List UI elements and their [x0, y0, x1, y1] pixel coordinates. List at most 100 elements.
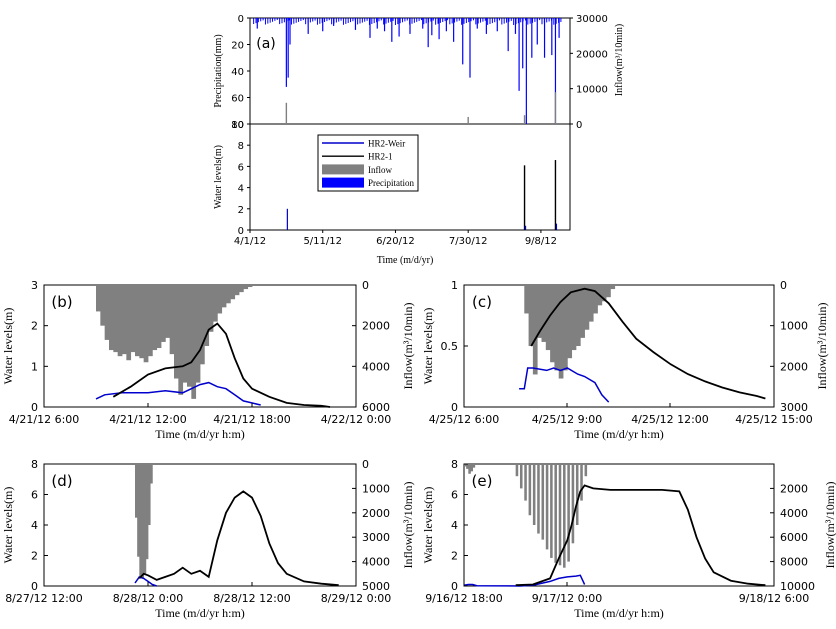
x-axis-title: Time (m/d/yr h:m) — [574, 606, 664, 620]
y-tick-label: 2 — [31, 320, 38, 333]
inflow-bar — [541, 285, 547, 342]
chart-e-frame — [463, 463, 775, 587]
inflow-bar — [528, 464, 532, 516]
hr2-weir-line — [519, 367, 610, 403]
y-tick-label: 4 — [451, 519, 458, 532]
y2-tick-label: 6000 — [780, 531, 808, 544]
inflow-bar — [104, 285, 110, 340]
inflow-bar — [584, 285, 590, 330]
x-tick-label: 9/18/12 6:00 — [739, 592, 810, 605]
x-tick-label: 9/17/12 0:00 — [532, 592, 603, 605]
inflow-bar — [528, 285, 534, 346]
chart-e: 0 2 4 6 8 2000 4000 6000 8000 10000 9/16/12 18:00 9… — [421, 458, 836, 620]
inflow-bar — [567, 464, 570, 562]
inflow-bar — [563, 285, 568, 371]
inflow-bar — [208, 285, 214, 332]
x-tick-label: 5/11/12 — [303, 236, 342, 247]
y-axis-title: Water levels(m) — [1, 308, 15, 385]
hr2-1-line — [515, 484, 766, 587]
inflow-bar — [130, 285, 136, 353]
y-tick-label: 2 — [451, 550, 458, 563]
inflow-bar — [532, 464, 536, 525]
level-tick-label: 0 — [238, 226, 244, 237]
y2-tick-label: 8000 — [780, 556, 808, 569]
chart-d: 0 2 4 6 8 0 1000 2000 3000 4000 5000 8/27/12 12:00 8… — [1, 458, 415, 620]
inflow-bar — [156, 285, 162, 349]
y-tick-label: 0 — [451, 580, 458, 593]
inflow-bar — [601, 285, 607, 302]
y-tick-label: 4 — [31, 519, 38, 532]
inflow-bar — [524, 464, 527, 501]
inflow-bar — [545, 464, 549, 550]
level-axis-title-a: Water levels(m) — [213, 145, 224, 209]
inflow-tick-label: 30000 — [576, 14, 608, 25]
inflow-bar — [161, 285, 166, 342]
inflow-bar — [137, 464, 140, 557]
hr2-1-line — [530, 287, 766, 400]
inflow-bar — [239, 285, 244, 293]
inflow-bar — [515, 464, 519, 477]
inflow-bar — [141, 464, 145, 579]
level-tick-label: 8 — [238, 141, 244, 152]
level-tick-label: 2 — [238, 205, 244, 216]
inflow-bar — [204, 285, 210, 346]
inflow-bar — [554, 285, 560, 371]
x-axis-title-a: Time (m/d/yr) — [377, 255, 434, 266]
inflow-bar — [226, 285, 231, 304]
y2-tick-label: 3000 — [780, 401, 808, 414]
y2-tick-label: 0 — [780, 279, 787, 292]
inflow-bar — [174, 285, 179, 379]
x-tick-label: 4/1/12 — [234, 236, 266, 247]
inflow-bar — [234, 285, 240, 296]
inflow-bar — [148, 464, 151, 525]
inflow-bar — [519, 464, 523, 489]
y2-tick-label: 5000 — [362, 580, 390, 593]
y-tick-label: 8 — [31, 458, 38, 471]
precip-tick-label: 0 — [238, 14, 244, 25]
y-tick-label: 6 — [451, 489, 458, 502]
inflow-bar — [567, 285, 573, 359]
y2-axis-title: Inflow(m³/10min) — [401, 303, 415, 390]
inflow-bar — [139, 285, 145, 359]
inflow-bar — [178, 285, 184, 395]
inflow-bar — [571, 464, 575, 544]
x-tick-label: 6/20/12 — [376, 236, 415, 247]
y-tick-label: 3 — [31, 279, 38, 292]
panel-label-c: (c) — [472, 293, 492, 311]
x-axis-title: Time (m/d/yr h:m) — [574, 427, 664, 441]
inflow-tick-label: 10000 — [576, 85, 608, 96]
x-tick-label: 8/28/12 12:00 — [213, 592, 291, 605]
y2-tick-label: 4000 — [362, 360, 390, 373]
y2-axis-title: Inflow(m³/10min) — [823, 482, 836, 569]
inflow-bar — [580, 285, 585, 338]
y2-tick-label: 2000 — [362, 320, 390, 333]
inflow-bar — [135, 285, 140, 357]
inflow-bar — [117, 285, 123, 357]
inflow-bar — [122, 285, 127, 355]
legend: HR2-Weir HR2-1 Inflow Precipitation — [317, 134, 419, 192]
x-tick-label: 4/22/12 0:00 — [321, 413, 392, 426]
inflow-bar — [126, 285, 132, 361]
inflow-bar — [554, 464, 557, 563]
inflow-bar — [558, 464, 562, 566]
x-tick-label: 4/21/12 6:00 — [9, 413, 80, 426]
x-tick-label: 8/27/12 12:00 — [5, 592, 83, 605]
x-axis-title: Time (m/d/yr h:m) — [155, 606, 245, 620]
legend-label: HR2-Weir — [368, 139, 405, 149]
inflow-bar — [187, 285, 192, 387]
hr2-weir-line — [463, 574, 586, 587]
inflow-bar — [464, 464, 467, 467]
y-tick-label: 0 — [31, 401, 38, 414]
inflow-bar — [550, 464, 553, 558]
inflow-bar — [191, 285, 197, 399]
level-tick-label: 4 — [238, 184, 244, 195]
inflow-tick-label: 20000 — [576, 49, 608, 60]
x-tick-label: 4/25/12 9:00 — [532, 413, 603, 426]
y2-tick-label: 4000 — [780, 507, 808, 520]
inflow-bar — [537, 285, 542, 338]
hr2-1-line — [138, 490, 339, 587]
y-axis-title: Water levels(m) — [421, 487, 435, 564]
panel-label-b: (b) — [51, 293, 72, 311]
